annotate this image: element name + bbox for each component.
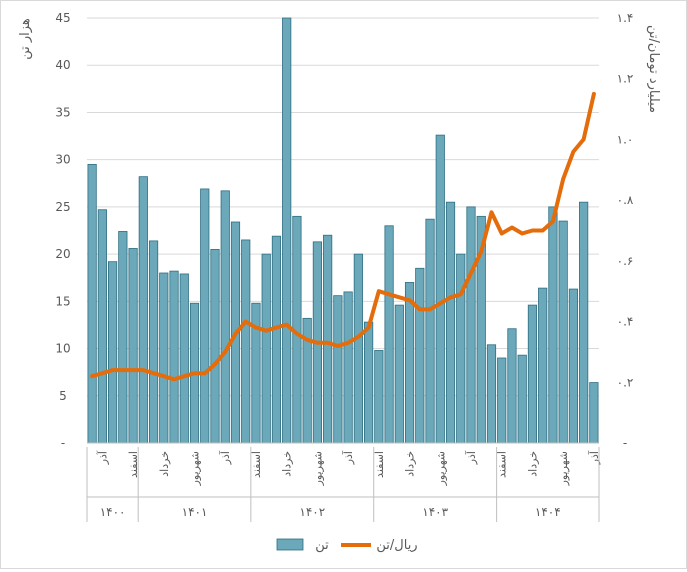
price-line: [90, 91, 596, 382]
right-tick-label: ۱.۲: [617, 72, 634, 86]
left-tick-label: 20: [55, 247, 70, 261]
bar: [128, 248, 138, 444]
legend-line-label: ریال/تن: [376, 538, 417, 553]
bar: [323, 234, 333, 444]
bar: [548, 206, 558, 444]
bar: [87, 163, 97, 444]
bar: [384, 225, 394, 444]
right-tick-label: ۱.۴: [617, 11, 634, 25]
bar: [589, 382, 599, 444]
bar: [210, 248, 220, 444]
right-tick-label: ۰.۲: [617, 375, 634, 389]
left-axis-ticks: - 5 10 15 20 25 30 35 40 45: [55, 11, 70, 450]
x-month-label: شهریور: [189, 451, 202, 486]
bar: [404, 282, 415, 444]
x-month-label: اسفند: [127, 451, 140, 478]
x-month-label: خرداد: [158, 451, 171, 477]
bar: [507, 328, 517, 444]
bar: [261, 253, 271, 444]
bar: [333, 295, 343, 444]
left-axis-title: هزار تن: [18, 18, 33, 60]
bar: [374, 350, 384, 444]
legend-bar-label: تن: [315, 538, 329, 553]
right-tick-label: ۰.۸: [617, 193, 634, 207]
bar: [497, 357, 507, 444]
bar: [568, 288, 578, 444]
bar: [343, 291, 353, 444]
x-month-label: اسفند: [496, 451, 509, 478]
bar: [282, 17, 292, 444]
right-tick-label: ۱.۰: [617, 132, 634, 146]
x-month-label: شهریور: [557, 451, 570, 486]
bar: [538, 287, 548, 444]
x-month-label: آذر: [587, 450, 601, 465]
left-tick-label: 10: [55, 342, 70, 356]
left-tick-label: 45: [55, 11, 70, 25]
x-month-label: آذر: [218, 450, 232, 465]
bar: [118, 231, 128, 444]
left-tick-label: 40: [55, 58, 70, 72]
bar: [415, 267, 425, 444]
bar: [445, 201, 456, 444]
left-tick-label: 30: [55, 153, 70, 167]
right-axis-ticks: - ۰.۲ ۰.۴ ۰.۶ ۰.۸ ۱.۰ ۱.۲ ۱.۴: [617, 11, 634, 450]
x-month-label: خرداد: [281, 451, 294, 477]
x-year-label: ۱۴۰۱: [182, 505, 208, 519]
bar: [200, 188, 210, 444]
right-tick-label: -: [623, 436, 627, 450]
bar: [435, 134, 445, 444]
x-month-label: اسفند: [373, 451, 386, 478]
bar: [579, 201, 589, 444]
bar: [148, 240, 159, 444]
bar: [353, 253, 363, 444]
bar: [241, 239, 251, 444]
bar: [159, 272, 169, 444]
bar: [179, 273, 189, 444]
x-month-label: خرداد: [404, 451, 417, 477]
bar: [456, 253, 466, 444]
x-year-label: ۱۴۰۰: [100, 505, 126, 519]
bar: [138, 176, 148, 444]
bar: [394, 304, 404, 444]
legend-bar-swatch: [276, 538, 304, 551]
x-year-label: ۱۴۰۴: [535, 505, 561, 519]
x-month-label: شهریور: [434, 451, 447, 486]
left-tick-label: 15: [55, 294, 70, 308]
left-tick-label: 35: [55, 105, 70, 119]
left-tick-label: -: [61, 436, 65, 450]
bar: [486, 344, 497, 444]
bar: [466, 206, 476, 444]
left-tick-label: 5: [59, 389, 67, 403]
x-month-label: آذر: [464, 450, 478, 465]
bar: [558, 220, 568, 444]
bar: [271, 235, 282, 444]
right-tick-label: ۰.۶: [617, 254, 634, 268]
x-month-label: اسفند: [250, 451, 263, 478]
x-month-label: خرداد: [526, 451, 539, 477]
right-axis-title: میلیارد تومان/تن: [646, 25, 661, 113]
x-year-label: ۱۴۰۳: [422, 505, 448, 519]
x-month-label: آذر: [341, 450, 355, 465]
legend: تن ریال/تن: [276, 538, 418, 553]
bar: [220, 190, 230, 444]
left-tick-label: 25: [55, 200, 70, 214]
x-month-label: آذر: [95, 450, 109, 465]
x-year-label: ۱۴۰۲: [299, 505, 325, 519]
bar-series: [87, 17, 599, 444]
bar: [517, 354, 527, 444]
right-tick-label: ۰.۴: [617, 315, 634, 329]
bar: [527, 304, 538, 444]
x-axis: آذر اسفند خرداد شهریور آذر اسفند خرداد شهریور آذ…: [86, 442, 601, 522]
bar: [364, 321, 374, 444]
bar: [169, 270, 179, 444]
bar: [425, 218, 435, 444]
bar: [108, 261, 118, 444]
bar: [97, 209, 107, 444]
x-month-label: شهریور: [311, 451, 324, 486]
